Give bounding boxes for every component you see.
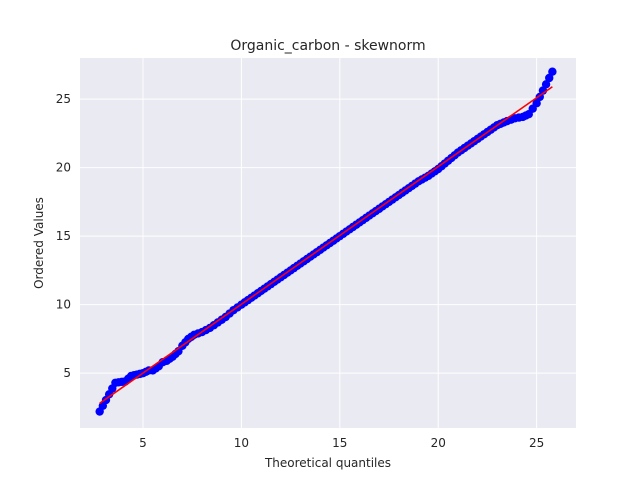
y-tick-label: 5 (63, 366, 71, 380)
x-tick-label: 20 (431, 436, 446, 450)
x-tick-label: 15 (332, 436, 347, 450)
data-point (548, 67, 557, 76)
data-point (541, 80, 551, 89)
data-point (545, 73, 554, 83)
y-tick-labels: 5 10 15 20 25 (56, 92, 71, 380)
y-axis-title: Ordered Values (32, 197, 46, 289)
x-gridlines (142, 58, 538, 428)
data-point (532, 99, 541, 108)
x-tick-label: 25 (529, 436, 544, 450)
y-tick-label: 10 (56, 298, 71, 312)
y-gridlines (80, 98, 576, 374)
y-tick-label: 15 (56, 229, 71, 243)
y-tick-label: 25 (56, 92, 71, 106)
chart-title: Organic_carbon - skewnorm (230, 38, 425, 54)
y-tick-label: 20 (56, 161, 71, 175)
x-tick-label: 10 (234, 436, 249, 450)
x-tick-label: 5 (139, 436, 147, 450)
x-tick-labels: 5 10 15 20 25 (139, 436, 544, 450)
fit-line (99, 86, 553, 404)
x-axis-title: Theoretical quantiles (264, 456, 391, 470)
